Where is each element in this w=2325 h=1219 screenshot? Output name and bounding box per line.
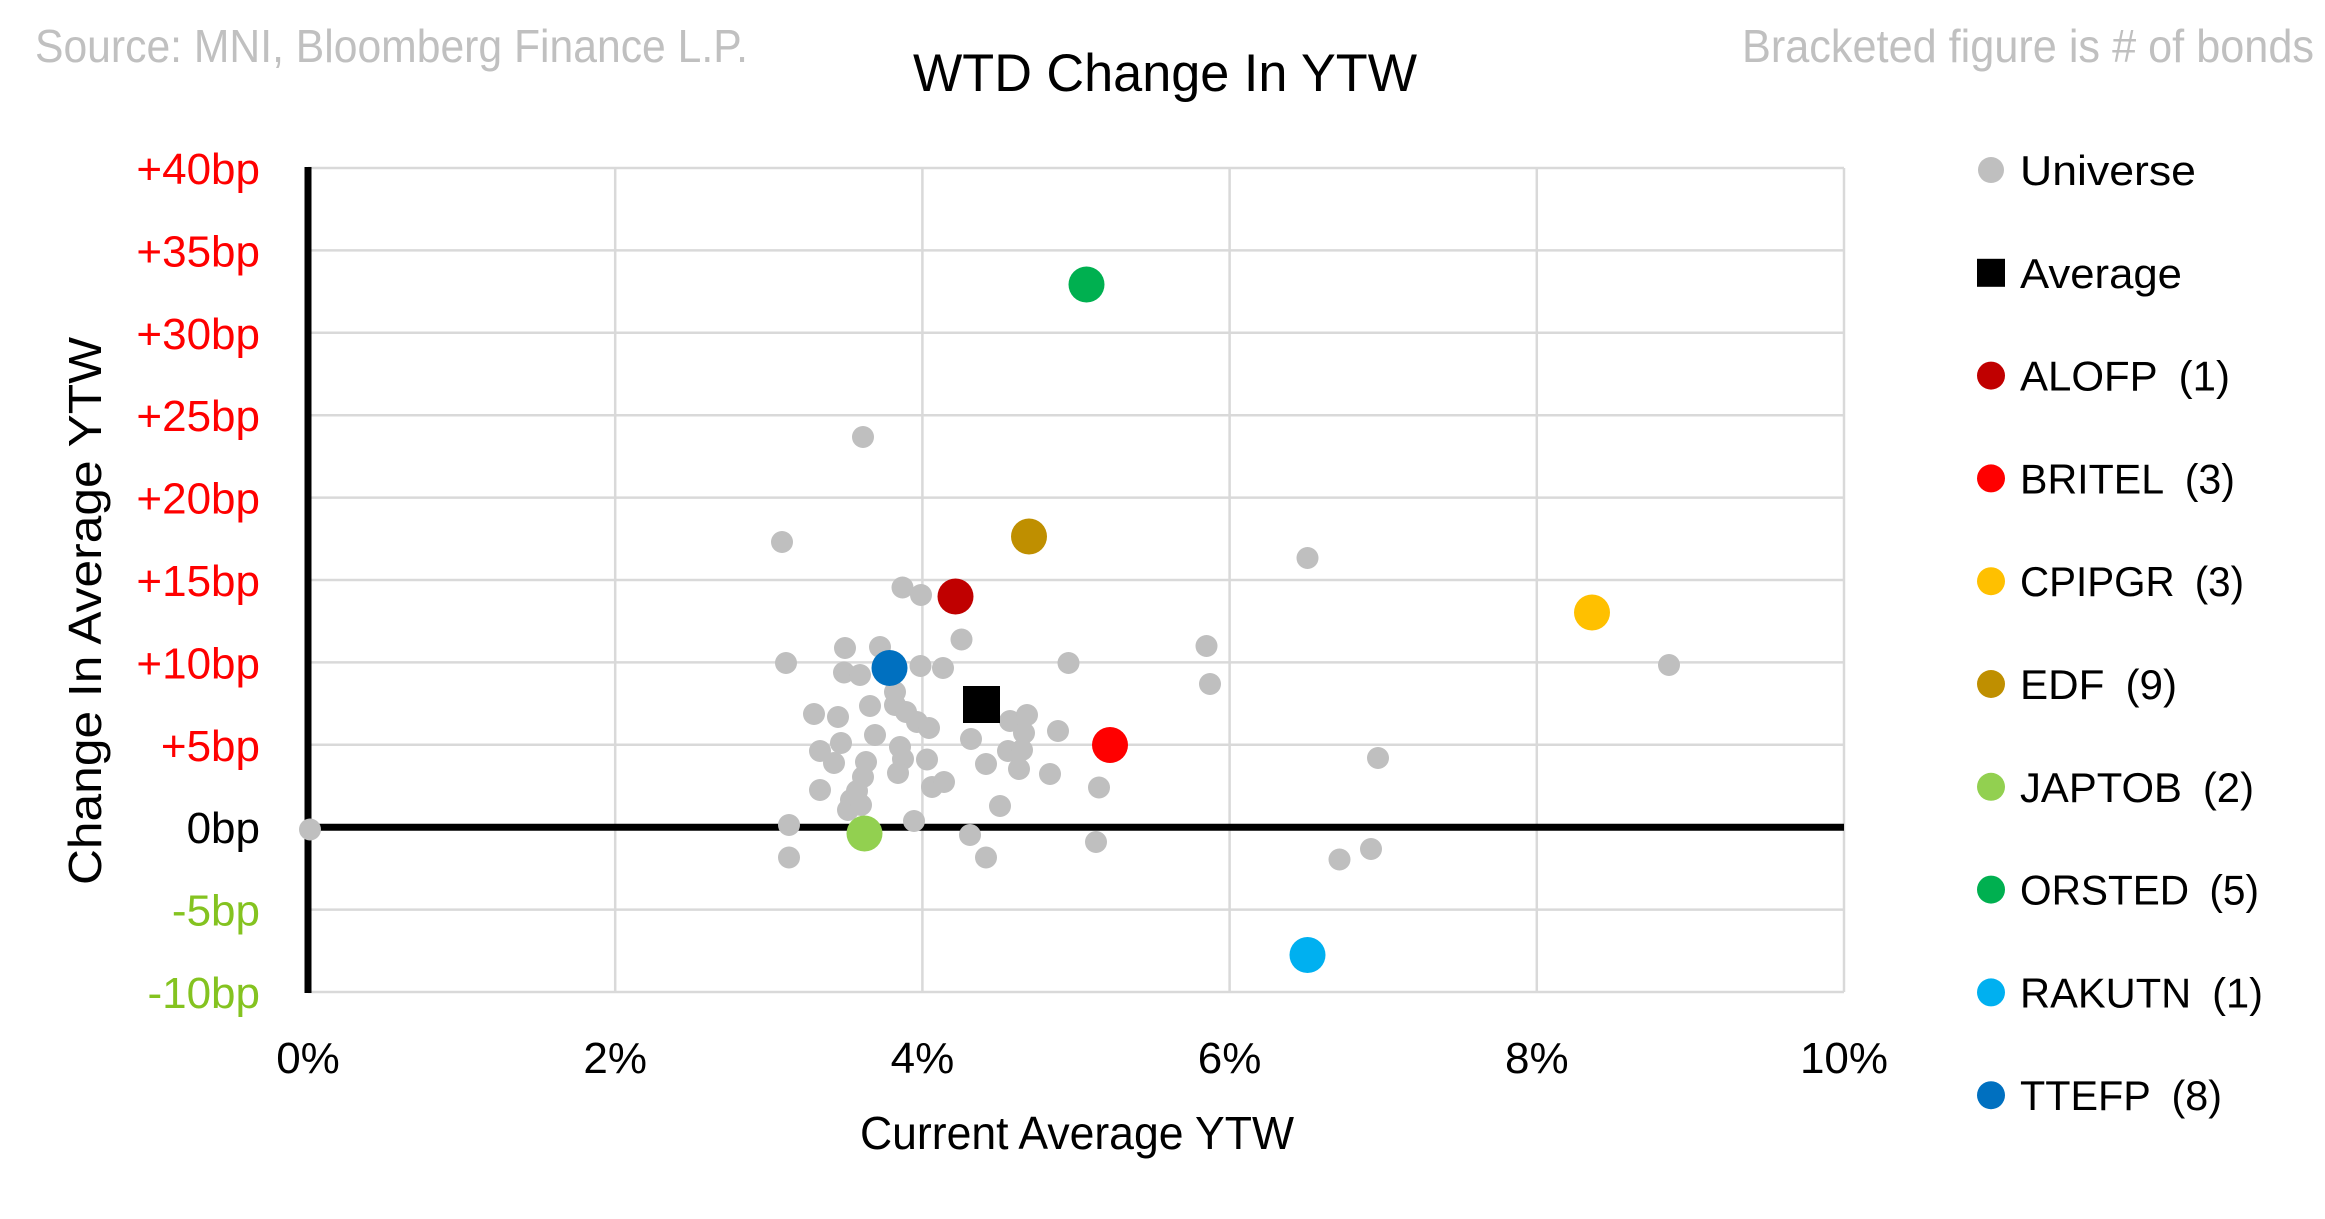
svg-text:2%: 2% <box>583 1034 647 1083</box>
svg-text:6%: 6% <box>1198 1034 1262 1083</box>
svg-text:RAKUTN (1): RAKUTN (1) <box>2020 969 2263 1016</box>
svg-text:+35bp: +35bp <box>136 227 260 276</box>
svg-text:TTEFP (8): TTEFP (8) <box>2020 1072 2222 1119</box>
svg-text:BRITEL (3): BRITEL (3) <box>2020 455 2235 502</box>
svg-text:0%: 0% <box>276 1034 340 1083</box>
svg-text:CPIPGR (3): CPIPGR (3) <box>2020 558 2244 605</box>
svg-text:ORSTED (5): ORSTED (5) <box>2020 867 2259 914</box>
svg-text:Source: MNI, Bloomberg Finance: Source: MNI, Bloomberg Finance L.P. <box>35 20 748 72</box>
svg-text:Average: Average <box>2020 250 2182 297</box>
svg-text:JAPTOB (2): JAPTOB (2) <box>2020 764 2254 811</box>
svg-text:+15bp: +15bp <box>136 557 260 606</box>
svg-text:+5bp: +5bp <box>161 722 260 771</box>
svg-text:Bracketed figure is # of bonds: Bracketed figure is # of bonds <box>1742 20 2314 72</box>
svg-text:8%: 8% <box>1505 1034 1569 1083</box>
svg-text:+30bp: +30bp <box>136 310 260 359</box>
svg-text:+20bp: +20bp <box>136 475 260 524</box>
svg-text:Current Average YTW: Current Average YTW <box>860 1107 1295 1159</box>
svg-text:+10bp: +10bp <box>136 639 260 688</box>
svg-text:EDF (9): EDF (9) <box>2020 661 2177 708</box>
svg-text:10%: 10% <box>1800 1034 1888 1083</box>
svg-text:+25bp: +25bp <box>136 392 260 441</box>
svg-text:WTD Change In YTW: WTD Change In YTW <box>913 44 1417 103</box>
svg-text:-5bp: -5bp <box>172 887 260 936</box>
svg-text:-10bp: -10bp <box>147 969 260 1018</box>
svg-text:Change In Average YTW: Change In Average YTW <box>59 336 111 885</box>
svg-text:Universe: Universe <box>2020 147 2196 194</box>
svg-text:4%: 4% <box>891 1034 955 1083</box>
svg-text:0bp: 0bp <box>187 804 260 853</box>
svg-text:ALOFP (1): ALOFP (1) <box>2020 353 2230 400</box>
svg-text:+40bp: +40bp <box>136 145 260 194</box>
